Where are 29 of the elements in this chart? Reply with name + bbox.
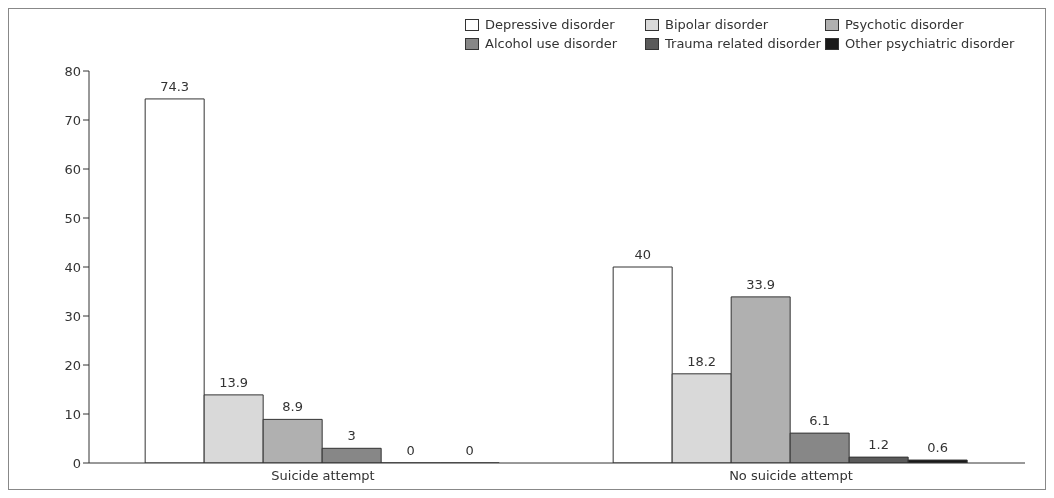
data-label: 6.1 [809, 413, 830, 429]
y-tick-label: 70 [64, 112, 81, 128]
data-label: 1.2 [868, 437, 889, 453]
data-label: 0.6 [927, 440, 948, 456]
data-label: 0 [406, 442, 415, 458]
y-tick-label: 40 [64, 259, 81, 275]
legend-label: Bipolar disorder [665, 17, 769, 32]
y-tick-label: 60 [64, 161, 81, 177]
data-label: 18.2 [687, 353, 717, 369]
y-tick-label: 50 [64, 210, 81, 226]
legend-label: Other psychiatric disorder [845, 36, 1015, 51]
data-label: 3 [347, 428, 356, 444]
data-label: 8.9 [282, 399, 303, 415]
x-tick-label: No suicide attempt [729, 468, 853, 484]
x-tick-label: Suicide attempt [271, 468, 375, 484]
data-label: 74.3 [160, 78, 190, 94]
data-label: 0 [465, 442, 474, 458]
legend-label: Depressive disorder [485, 17, 615, 32]
data-label: 40 [634, 247, 651, 262]
y-tick-label: 80 [64, 63, 81, 79]
y-tick-label: 30 [64, 308, 81, 324]
y-tick-label: 20 [64, 357, 81, 373]
data-label: 33.9 [746, 276, 776, 292]
y-tick-label: 0 [72, 455, 81, 471]
legend-label: Trauma related disorder [665, 36, 821, 51]
y-tick-label: 10 [64, 406, 81, 422]
legend-label: Alcohol use disorder [485, 36, 617, 51]
legend-label: Psychotic disorder [845, 17, 964, 32]
data-label: 13.9 [219, 374, 249, 390]
